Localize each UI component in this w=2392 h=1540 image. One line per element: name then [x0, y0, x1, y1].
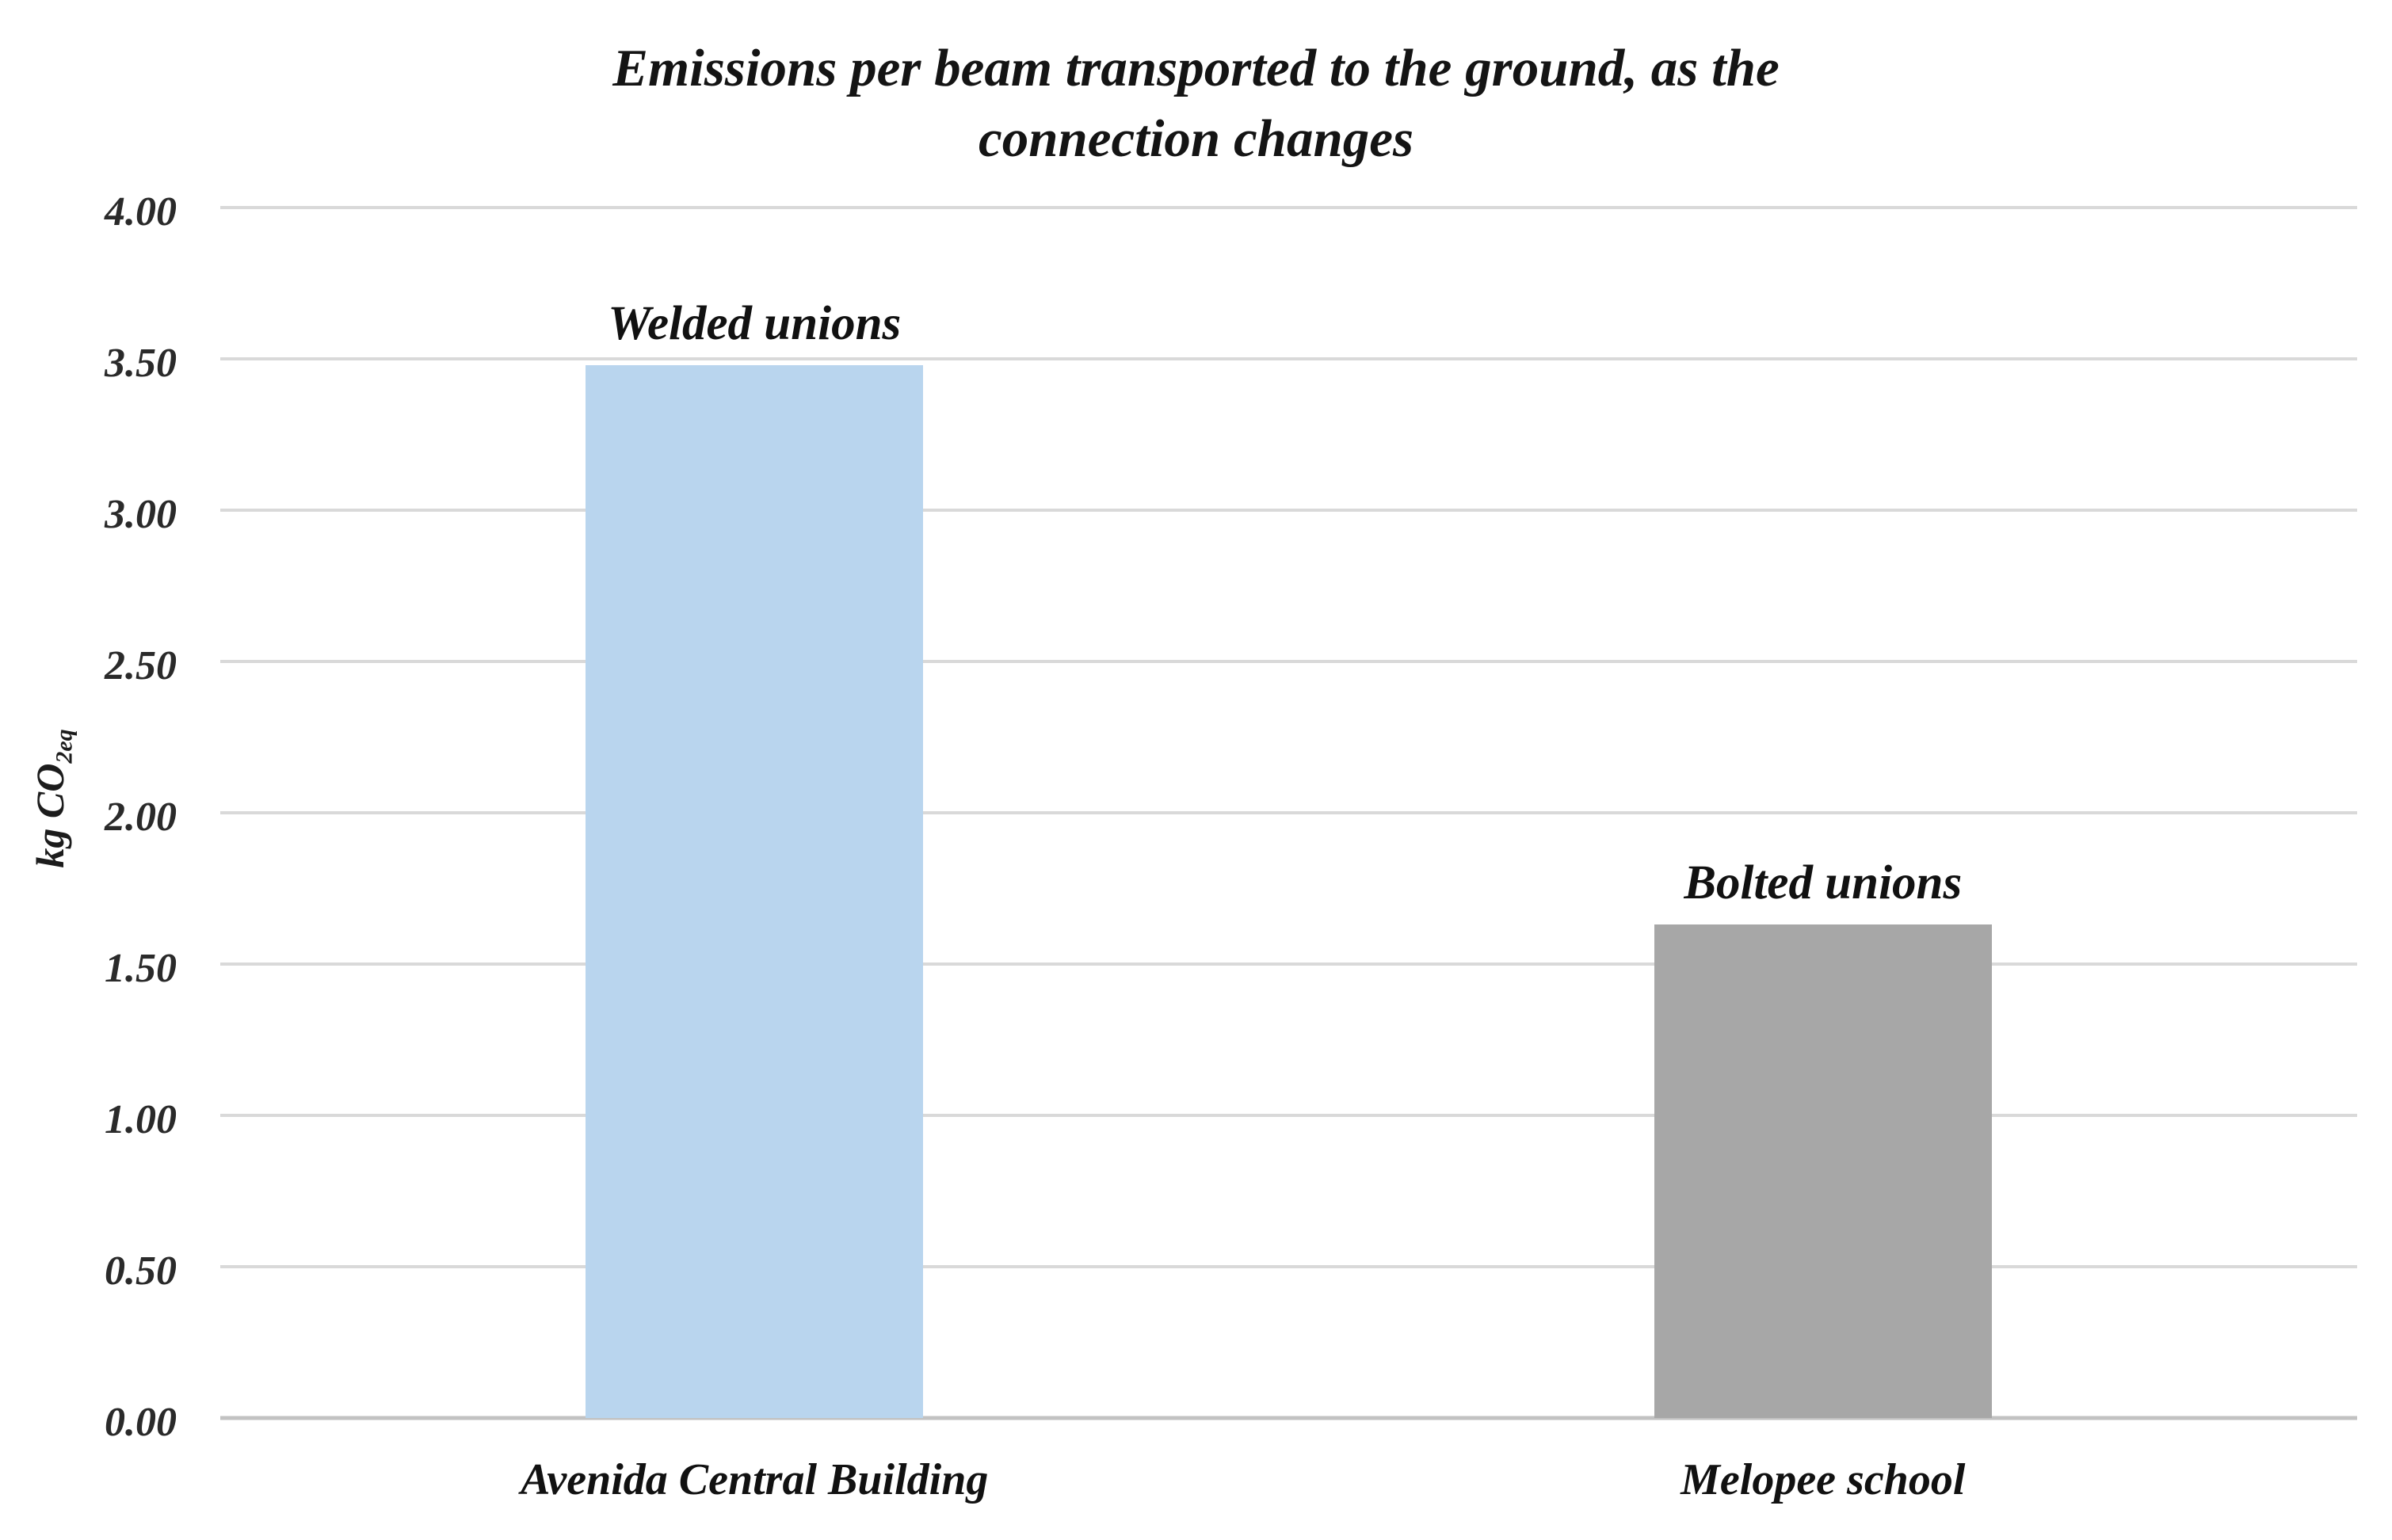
y-tick-label: 1.00 — [105, 1097, 177, 1142]
y-gridline — [220, 660, 2357, 663]
y-gridline — [220, 1114, 2357, 1117]
y-tick-label: 3.50 — [105, 341, 177, 386]
category-label: Melopee school — [1681, 1455, 1966, 1504]
y-tick-label: 0.00 — [105, 1400, 177, 1445]
chart-title-line-1: Emissions per beam transported to the gr… — [612, 39, 1780, 97]
bar-value-label: Welded unions — [608, 296, 902, 350]
chart-title: Emissions per beam transported to the gr… — [0, 33, 2392, 174]
bar-welded-unions — [586, 364, 924, 1418]
y-tick-label: 2.00 — [105, 795, 177, 840]
x-axis-line — [220, 1416, 2357, 1420]
y-tick-label: 2.50 — [105, 643, 177, 688]
plot-area: 4.00 3.50 3.00 2.50 2.00 1.50 1.00 0.50 0.00 Weld… — [105, 192, 2357, 1502]
y-axis-title-subscript: 2eq — [51, 729, 78, 764]
y-gridline — [220, 357, 2357, 360]
y-gridline — [220, 962, 2357, 966]
category-label: Avenida Central Building — [521, 1455, 989, 1504]
y-gridline — [220, 1265, 2357, 1268]
y-axis-title-main: kg CO — [27, 763, 72, 868]
y-axis-title: kg CO2eq — [27, 729, 78, 867]
y-gridline — [220, 509, 2357, 512]
y-tick-label: 3.00 — [105, 492, 177, 537]
y-gridline — [220, 206, 2357, 209]
bar-bolted-unions — [1654, 924, 1992, 1418]
y-gridline — [220, 811, 2357, 814]
y-tick-label: 4.00 — [105, 189, 177, 234]
y-tick-label: 1.50 — [105, 946, 177, 991]
bar-value-label: Bolted unions — [1684, 856, 1963, 910]
chart-title-line-2: connection changes — [978, 109, 1414, 169]
y-tick-label: 0.50 — [105, 1248, 177, 1294]
